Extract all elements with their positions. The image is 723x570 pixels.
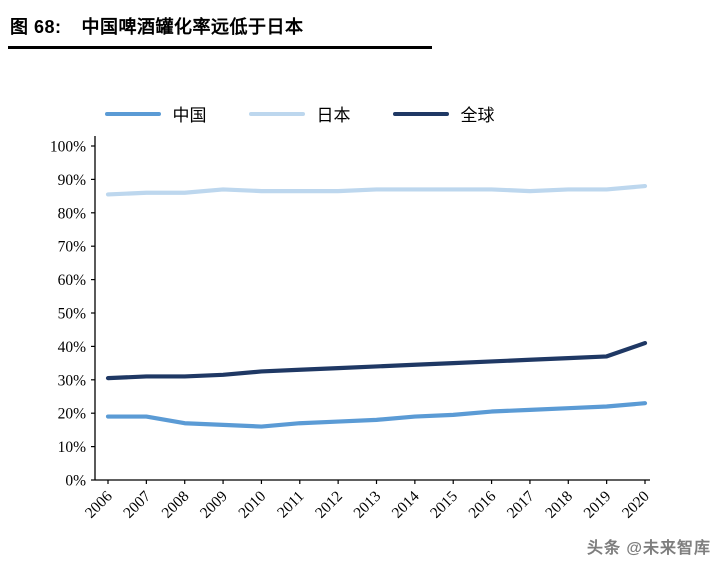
y-axis-tick-label: 100% [50, 139, 86, 156]
y-axis-tick-label: 10% [58, 439, 87, 456]
legend-label: 中国 [172, 106, 207, 125]
x-axis-tick-label: 2017 [504, 488, 538, 522]
chart-svg: 0%10%20%30%40%50%60%70%80%90%100%2006 200… [50, 136, 653, 522]
x-axis-tick-label: 2012 [312, 488, 346, 522]
x-axis-tick-label: 2006 [82, 488, 116, 522]
figure-page: 图 68: 中国啤酒罐化率远低于日本 中国 日本 全球 0% 10% 20% 30% 40% 5… [0, 0, 723, 557]
series-line-全球 [105, 340, 648, 381]
legend-label: 全球 [460, 106, 495, 125]
y-axis-tick-label: 0% [65, 473, 86, 490]
x-axis-tick-label: 2008 [159, 488, 193, 522]
x-axis-tick-label: 2013 [350, 488, 384, 522]
figure-title-text: 中国啤酒罐化率远低于日本 [81, 17, 304, 37]
x-axis-tick-label: 2016 [465, 488, 499, 522]
legend-item: 日本 [248, 101, 351, 126]
y-axis-tick-label: 80% [58, 205, 87, 222]
series-line-日本 [105, 183, 648, 197]
legend-swatch [392, 111, 449, 116]
y-axis-tick-label: 40% [58, 339, 87, 356]
x-axis-tick-label: 2019 [581, 488, 615, 522]
x-axis-tick-label: 2011 [274, 488, 308, 522]
x-axis-tick-label: 2010 [235, 488, 269, 522]
watermark: 头条 @未来智库 [586, 540, 711, 557]
x-axis-tick-label: 2018 [542, 488, 576, 522]
y-axis-tick-label: 60% [58, 272, 87, 289]
series-line-中国 [105, 401, 648, 429]
y-axis-tick-label: 20% [58, 406, 87, 423]
legend-item: 全球 [392, 101, 495, 126]
legend-label: 日本 [316, 106, 351, 125]
x-axis-tick-label: 2015 [427, 488, 461, 522]
title-underline [8, 46, 432, 49]
y-axis-tick-label: 70% [58, 239, 87, 256]
legend: 中国 日本 全球 [104, 101, 495, 126]
figure-number-label: 图 68: [10, 17, 62, 37]
x-axis-tick-label: 2009 [197, 488, 231, 522]
x-axis-tick-label: 2020 [619, 488, 653, 522]
y-axis-tick-label: 30% [58, 372, 87, 389]
y-axis-tick-label: 50% [58, 306, 87, 323]
legend-swatch [104, 111, 161, 116]
legend-swatch [248, 111, 305, 116]
x-axis-tick-label: 2014 [389, 488, 423, 522]
legend-item: 中国 [104, 101, 207, 126]
figure-title: 图 68: 中国啤酒罐化率远低于日本 [0, 0, 723, 39]
x-axis-tick-label: 2007 [120, 488, 154, 522]
y-axis-tick-label: 90% [58, 172, 87, 189]
